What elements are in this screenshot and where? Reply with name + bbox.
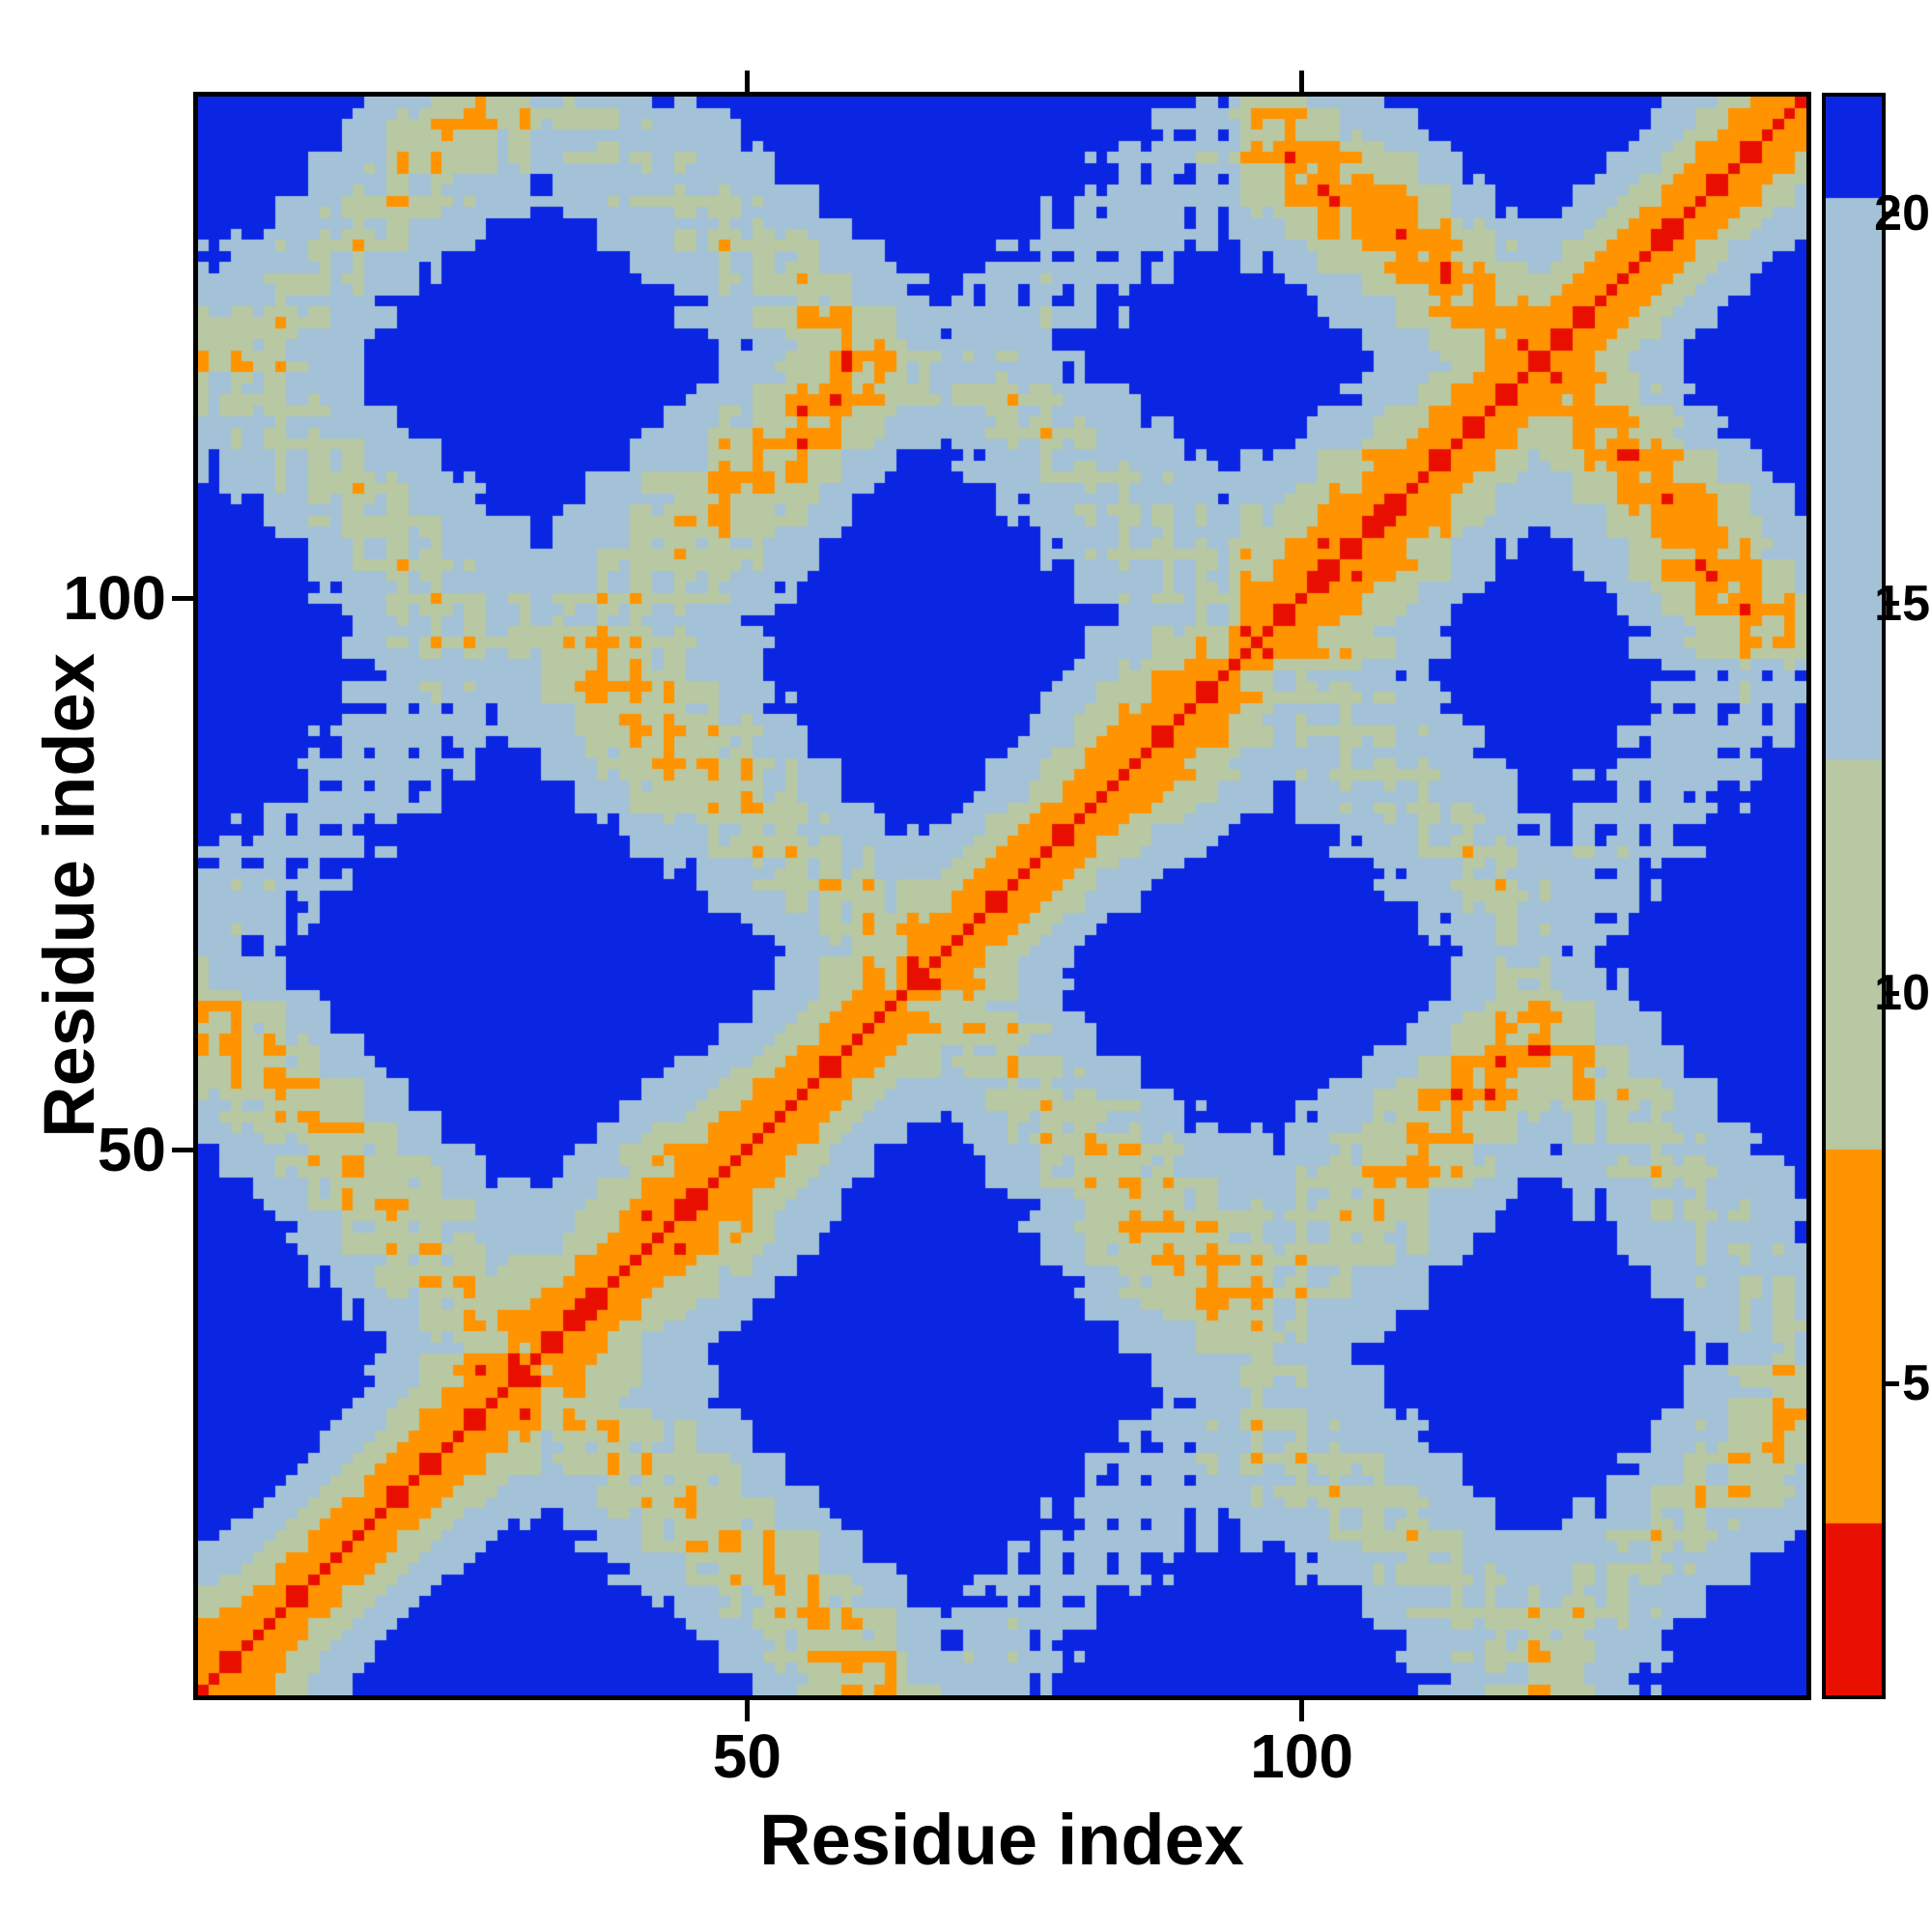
heatmap-plot (198, 97, 1806, 1695)
x-axis-tick-top (1299, 71, 1305, 92)
x-tick-label: 100 (1250, 1721, 1353, 1791)
y-axis-label: Residue index (29, 653, 109, 1138)
colorbar-canvas (1826, 97, 1882, 1695)
y-axis-tick (172, 1147, 193, 1152)
x-axis-label: Residue index (759, 1800, 1244, 1880)
colorbar-tick (1886, 1380, 1899, 1386)
colorbar-tick (1886, 990, 1899, 996)
x-axis-tick (1299, 1700, 1305, 1721)
y-axis-tick (172, 595, 193, 601)
x-axis-tick (744, 1700, 750, 1721)
colorbar-tick-label: 5 (1902, 1355, 1930, 1412)
colorbar-tick-label: 15 (1874, 575, 1930, 632)
colorbar-tick-label: 20 (1874, 185, 1930, 242)
y-tick-label: 50 (97, 1115, 166, 1185)
colorbar-tick (1886, 211, 1899, 216)
colorbar-tick (1886, 601, 1899, 607)
colorbar-tick-label: 10 (1874, 965, 1930, 1022)
x-tick-label: 50 (712, 1721, 781, 1791)
x-axis-tick-top (744, 71, 750, 92)
y-tick-label: 100 (63, 563, 166, 634)
heatmap-canvas (198, 97, 1806, 1695)
colorbar (1826, 97, 1882, 1695)
